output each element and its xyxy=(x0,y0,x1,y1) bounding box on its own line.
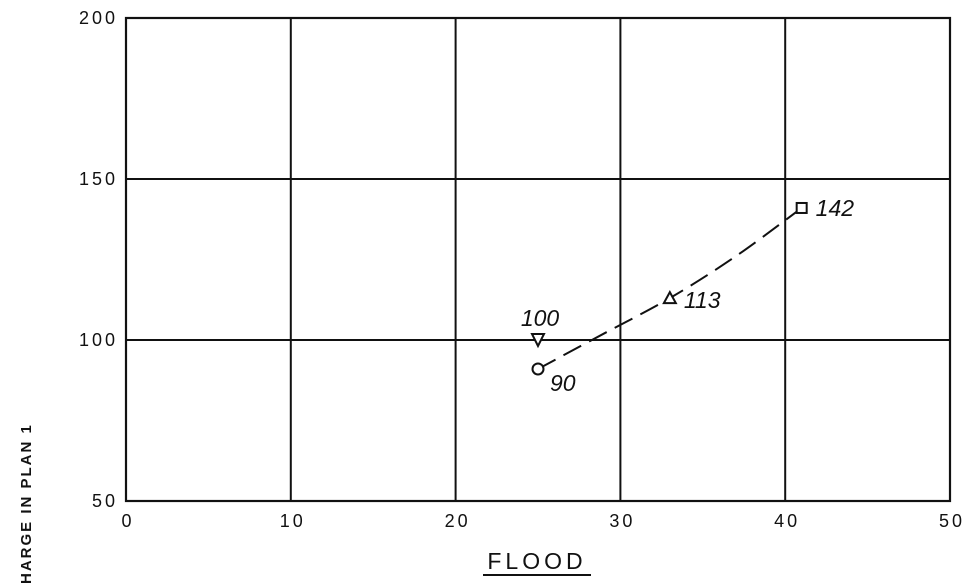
x-axis-title: FLOOD xyxy=(487,548,586,574)
grid xyxy=(126,18,950,501)
y-tick-label: 50 xyxy=(92,491,118,511)
data-point-circle xyxy=(531,362,545,376)
y-axis-title: HARGE IN PLAN 1 xyxy=(18,423,35,584)
data-label: 142 xyxy=(816,195,855,221)
data-point-labels: 90 100 113 142 xyxy=(521,195,854,396)
x-tick-label: 0 xyxy=(121,511,134,531)
y-tick-label: 150 xyxy=(79,169,118,189)
data-markers xyxy=(530,201,808,376)
y-tick-label: 200 xyxy=(79,8,118,28)
y-tick-label: 100 xyxy=(79,330,118,350)
dashed-trend-line xyxy=(537,207,803,370)
x-tick-label: 40 xyxy=(774,511,800,531)
data-point-square xyxy=(795,201,808,214)
data-label: 90 xyxy=(550,370,576,396)
x-tick-label: 50 xyxy=(939,511,965,531)
data-label: 100 xyxy=(521,305,560,331)
x-tick-label: 30 xyxy=(609,511,635,531)
data-point-triangle-up xyxy=(662,290,678,305)
x-tick-label: 20 xyxy=(445,511,471,531)
data-point-triangle-down xyxy=(530,333,546,349)
data-label: 113 xyxy=(684,287,721,313)
x-tick-labels: 0 10 20 30 40 50 xyxy=(121,511,965,531)
x-tick-label: 10 xyxy=(280,511,306,531)
y-tick-labels: 50 100 150 200 xyxy=(79,8,118,511)
plot-frame xyxy=(124,16,952,503)
